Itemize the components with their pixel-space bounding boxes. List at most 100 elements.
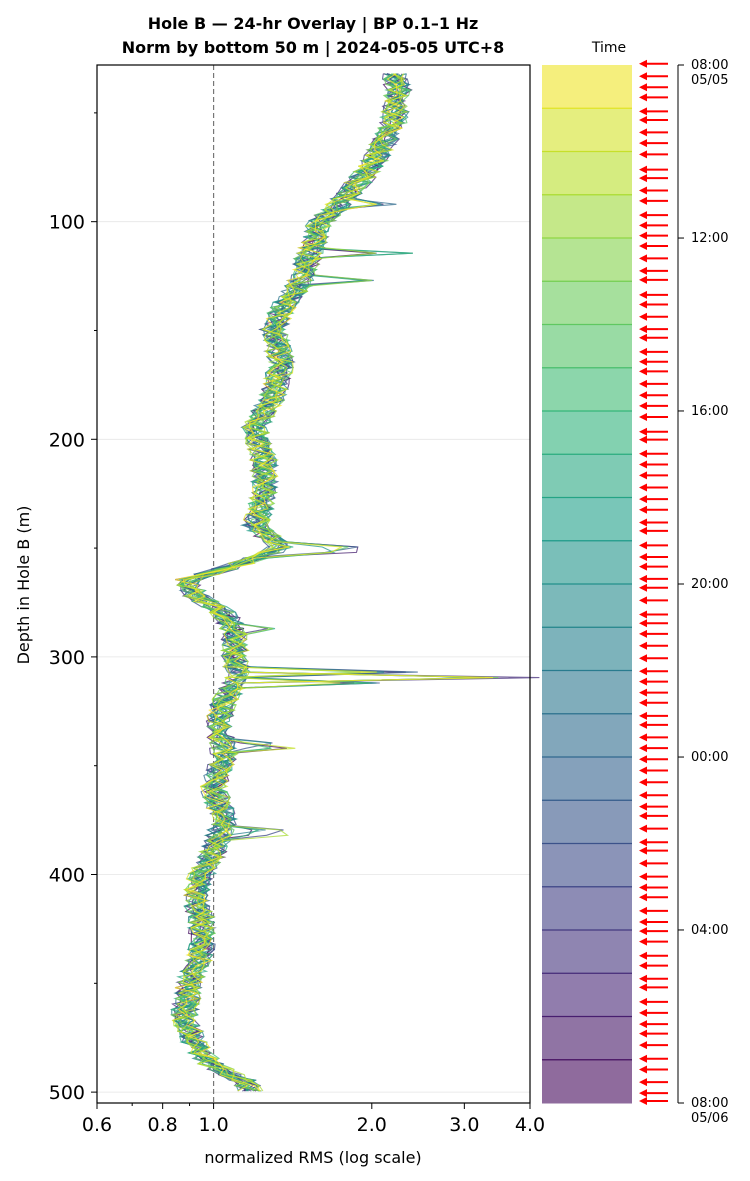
- time-arrow-head: [639, 1008, 647, 1017]
- grid-lines: [97, 221, 530, 1093]
- time-arrow-head: [639, 778, 647, 787]
- y-tick-label: 500: [49, 1082, 85, 1104]
- time-arrow-head: [639, 1020, 647, 1029]
- y-tick-label: 400: [49, 865, 85, 887]
- time-arrow-head: [639, 290, 647, 299]
- y-axis-ticks: 100 200 300 400 500: [49, 112, 97, 1104]
- time-arrow-head: [639, 838, 647, 847]
- time-arrow-head: [639, 186, 647, 195]
- series-line: [174, 73, 494, 1092]
- colorbar-level: [542, 454, 632, 498]
- time-arrow-head: [639, 641, 647, 650]
- time-arrow-head: [639, 1065, 647, 1074]
- colorbar-tick-label: 20:00: [691, 577, 728, 592]
- time-arrow-head: [639, 872, 647, 881]
- time-arrow-head: [639, 596, 647, 605]
- time-arrow-head: [639, 667, 647, 676]
- time-arrow-head: [639, 791, 647, 800]
- time-arrow-head: [639, 83, 647, 92]
- time-arrow-head: [639, 231, 647, 240]
- colorbar-tick-label: 08:00: [691, 1096, 728, 1111]
- colorbar-levels: [542, 65, 632, 1104]
- time-arrow-head: [639, 927, 647, 936]
- time-arrow-head: [639, 583, 647, 592]
- series-line: [171, 73, 409, 1092]
- time-arrow-head: [639, 688, 647, 697]
- colorbar-level: [542, 194, 632, 239]
- time-arrow-head: [639, 391, 647, 400]
- colorbar-tick-label: 04:00: [691, 923, 728, 938]
- time-arrow-head: [639, 677, 647, 686]
- time-arrow-head: [639, 1078, 647, 1087]
- time-arrow-head: [639, 918, 647, 927]
- time-arrow-head: [639, 347, 647, 356]
- time-arrow-head: [639, 379, 647, 388]
- colorbar-level: [542, 324, 632, 369]
- colorbar-level: [542, 713, 632, 758]
- colorbar-level: [542, 540, 632, 585]
- time-arrow-head: [639, 266, 647, 275]
- series-line: [173, 73, 410, 1092]
- time-arrow-head: [639, 333, 647, 342]
- time-arrow-head: [639, 937, 647, 946]
- colorbar-level: [542, 886, 632, 931]
- time-arrow-head: [639, 460, 647, 469]
- time-arrow-head: [639, 221, 647, 230]
- time-arrow-head: [639, 733, 647, 742]
- time-arrow-head: [639, 562, 647, 571]
- series-line: [169, 73, 499, 1092]
- x-axis-label: normalized RMS (log scale): [204, 1148, 421, 1167]
- x-tick-label: 2.0: [357, 1114, 387, 1136]
- x-tick-label: 4.0: [515, 1114, 545, 1136]
- time-arrow-head: [639, 312, 647, 321]
- time-arrow-head: [639, 505, 647, 514]
- time-arrow-head: [639, 541, 647, 550]
- x-tick-label: 0.8: [148, 1114, 178, 1136]
- colorbar-level: [542, 800, 632, 844]
- time-arrow-head: [639, 174, 647, 183]
- x-tick-label: 0.6: [82, 1114, 112, 1136]
- time-arrow-head: [639, 241, 647, 250]
- time-arrow-head: [639, 367, 647, 376]
- time-arrow-head: [639, 401, 647, 410]
- x-tick-label: 3.0: [449, 1114, 479, 1136]
- colorbar-level: [542, 497, 632, 542]
- time-arrow-head: [639, 619, 647, 628]
- time-arrow-head: [639, 495, 647, 504]
- time-arrow-head: [639, 553, 647, 562]
- y-tick-label: 100: [49, 212, 85, 234]
- series-group: [169, 73, 540, 1092]
- time-arrow-head: [639, 1054, 647, 1063]
- colorbar-tick-label: 00:00: [691, 750, 728, 765]
- colorbar-level: [542, 65, 632, 109]
- colorbar-level: [542, 1059, 632, 1104]
- time-arrow-head: [639, 435, 647, 444]
- time-arrow-head: [639, 859, 647, 868]
- time-arrow-head: [639, 412, 647, 421]
- time-arrow-head: [639, 1029, 647, 1038]
- time-arrow-head: [639, 128, 647, 137]
- time-arrow-head: [639, 720, 647, 729]
- time-arrow-head: [639, 139, 647, 148]
- time-arrow-head: [639, 300, 647, 309]
- time-arrow-head: [639, 518, 647, 527]
- colorbar-level: [542, 627, 632, 671]
- x-axis-ticks: 0.6 0.8 1.0 2.0 3.0 4.0: [82, 1103, 545, 1136]
- colorbar-level: [542, 151, 632, 196]
- time-arrow-head: [639, 165, 647, 174]
- time-arrow-head: [639, 107, 647, 116]
- time-arrow-head: [639, 196, 647, 205]
- plot-area: 0.6 0.8 1.0 2.0 3.0 4.0 100 200 300 400 500: [49, 64, 545, 1136]
- time-arrow-head: [639, 574, 647, 583]
- colorbar-tick-label: 16:00: [691, 404, 728, 419]
- time-arrow-head: [639, 427, 647, 436]
- x-tick-label: 1.0: [198, 1114, 228, 1136]
- time-arrow-head: [639, 1089, 647, 1098]
- time-arrow-head: [639, 115, 647, 124]
- time-arrow-head: [639, 974, 647, 983]
- time-arrow-head: [639, 883, 647, 892]
- colorbar-tick-label: 08:00: [691, 58, 728, 73]
- time-arrow-head: [639, 1041, 647, 1050]
- time-arrow-head: [639, 711, 647, 720]
